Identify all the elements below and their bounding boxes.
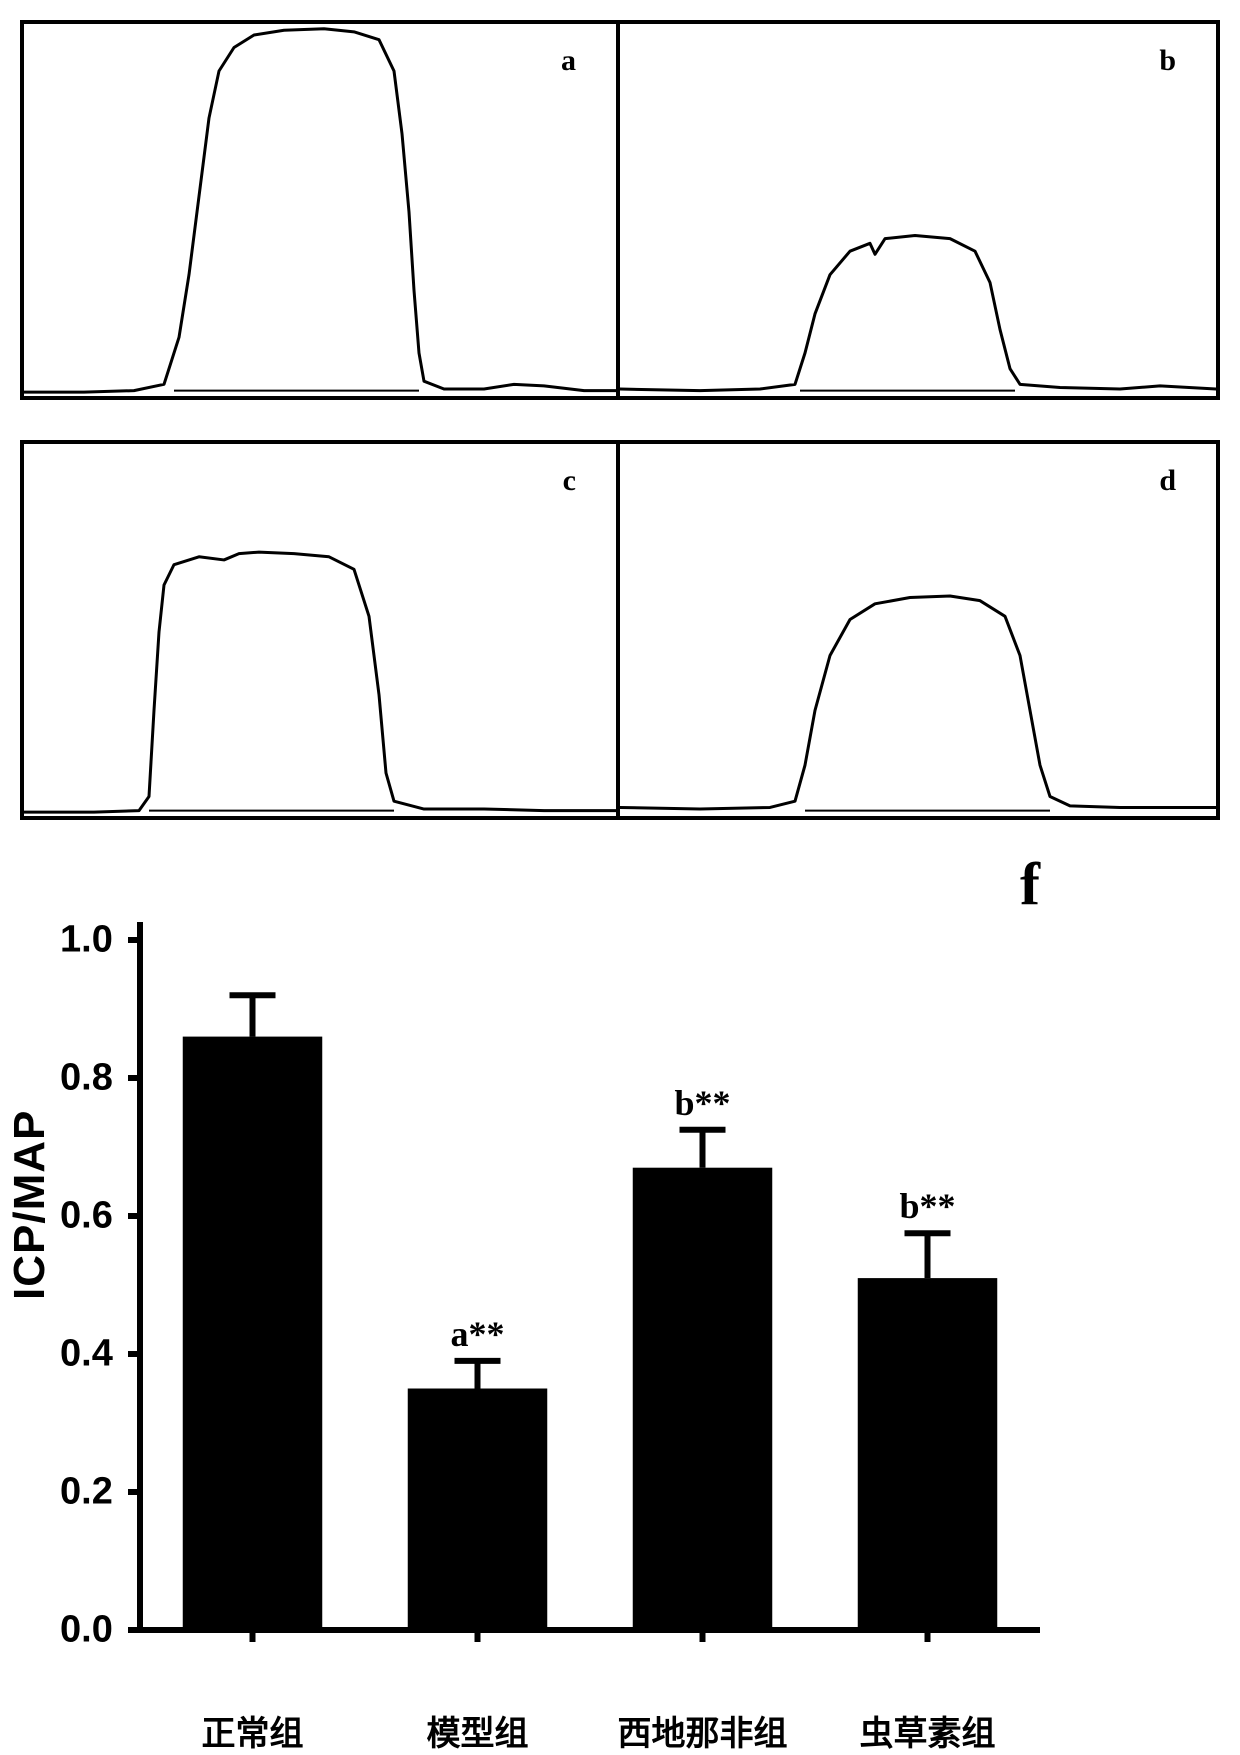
bar-sig-label: a** [451, 1313, 505, 1355]
bar-chart-ytick: 0.0 [60, 1609, 113, 1652]
panel-b-trace [620, 24, 1216, 400]
panel-d-trace [620, 444, 1216, 820]
bar-chart-ytick: 0.8 [60, 1057, 113, 1100]
bar-chart-svg [100, 880, 1100, 1700]
panel-c: c 0100200 [20, 440, 620, 820]
panel-f-label: f [1020, 850, 1040, 919]
bar-chart-f: f ICP/MAP 0.00.20.40.60.81.0正常组a**模型组b**… [100, 880, 1100, 1700]
panel-d: d [620, 440, 1220, 820]
bar-chart-ytick: 0.2 [60, 1471, 113, 1514]
bar-chart-ytick: 0.6 [60, 1195, 113, 1238]
panel-b: b [620, 20, 1220, 400]
bar-sig-label: b** [674, 1082, 730, 1124]
bar-category-label: 西地那非组 [618, 1706, 788, 1755]
bar-chart-ytick: 0.4 [60, 1333, 113, 1376]
bar-chart-ytick: 1.0 [60, 919, 113, 962]
bar-category-label: 虫草素组 [860, 1706, 996, 1755]
bar-category-label: 模型组 [427, 1706, 529, 1755]
figure-root: a 0100200 b c 0100200 d f ICP/MAP 0.00.2… [20, 20, 1220, 1700]
panel-c-trace [24, 444, 620, 820]
panel-row-1: a 0100200 b [20, 20, 1220, 400]
bar-chart-ylabel: ICP/MAP [5, 1110, 55, 1300]
panel-a: a 0100200 [20, 20, 620, 400]
bar-category-label: 正常组 [202, 1706, 304, 1755]
panel-row-2: c 0100200 d [20, 440, 1220, 820]
panel-a-trace [24, 24, 620, 400]
bar-sig-label: b** [899, 1185, 955, 1227]
